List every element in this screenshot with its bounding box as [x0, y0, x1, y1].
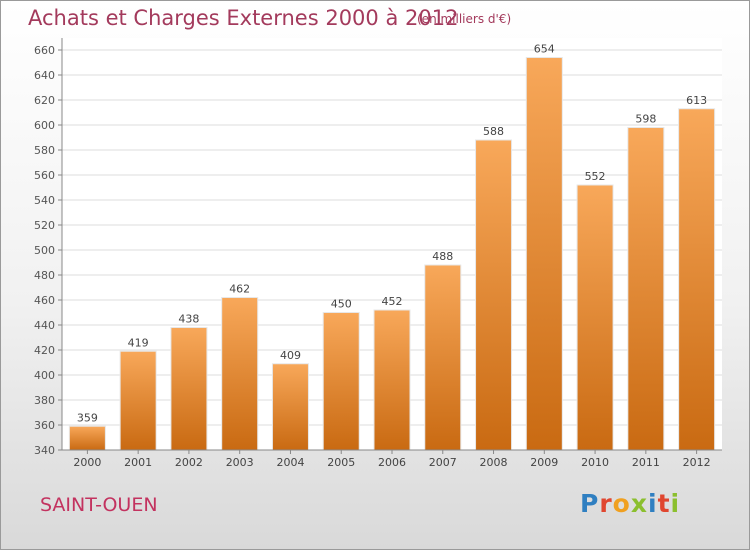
bar-2010 — [576, 184, 614, 451]
data-label-2002: 438 — [178, 313, 199, 326]
y-tick-label: 620 — [34, 94, 55, 107]
data-label-2011: 598 — [635, 113, 656, 126]
y-tick-label: 500 — [34, 244, 55, 257]
city-name: SAINT-OUEN — [40, 494, 158, 516]
bar-2001 — [119, 350, 157, 451]
x-tick-label: 2000 — [73, 456, 101, 469]
bar-2008 — [475, 139, 513, 451]
proxiti-logo: Proxiti — [580, 489, 680, 518]
y-tick-label: 440 — [34, 319, 55, 332]
x-tick-label: 2005 — [327, 456, 355, 469]
bar-2000 — [68, 425, 106, 451]
bar-2002 — [170, 327, 208, 451]
logo-letter: i — [670, 489, 681, 518]
data-label-2000: 359 — [77, 411, 98, 424]
y-tick-label: 560 — [34, 169, 55, 182]
logo-letter: x — [630, 489, 648, 518]
y-tick-label: 640 — [34, 69, 55, 82]
data-label-2008: 588 — [483, 125, 504, 138]
logo-letter: i — [648, 489, 658, 518]
y-tick-label: 660 — [34, 44, 55, 57]
x-tick-label: 2004 — [276, 456, 304, 469]
data-label-2001: 419 — [128, 336, 149, 349]
x-tick-label: 2008 — [480, 456, 508, 469]
y-tick-label: 480 — [34, 269, 55, 282]
bar-2006 — [373, 309, 411, 451]
logo-letter: r — [599, 489, 613, 518]
data-label-2010: 552 — [585, 170, 606, 183]
bar-2011 — [627, 127, 665, 451]
y-tick-label: 580 — [34, 144, 55, 157]
bar-2004 — [271, 363, 309, 451]
data-labels: 359 419 438 462 409 450 452 488 588 654 552 598 613 — [77, 43, 707, 425]
data-label-2005: 450 — [331, 298, 352, 311]
data-label-2012: 613 — [686, 94, 707, 107]
bar-2003 — [221, 297, 259, 451]
logo-letter: t — [657, 489, 671, 518]
y-tick-label: 460 — [34, 294, 55, 307]
bar-2007 — [424, 264, 462, 451]
bar-2012 — [678, 108, 716, 451]
x-tick-label: 2001 — [124, 456, 152, 469]
bars — [68, 57, 716, 451]
x-axis-ticks: 2000 2001 2002 2003 2004 2005 2006 2007 2008 2009… — [73, 450, 711, 469]
y-tick-label: 340 — [34, 444, 55, 457]
logo-letter: P — [580, 489, 600, 518]
y-tick-label: 380 — [34, 394, 55, 407]
y-tick-label: 600 — [34, 119, 55, 132]
data-label-2009: 654 — [534, 43, 555, 56]
logo-letter: o — [612, 489, 631, 518]
x-tick-label: 2003 — [226, 456, 254, 469]
y-tick-label: 520 — [34, 219, 55, 232]
data-label-2006: 452 — [382, 295, 403, 308]
data-label-2003: 462 — [229, 283, 250, 296]
x-tick-label: 2010 — [581, 456, 609, 469]
bar-2009 — [525, 57, 563, 451]
data-label-2004: 409 — [280, 349, 301, 362]
x-tick-label: 2012 — [683, 456, 711, 469]
chart-subtitle: (en milliers d'€) — [417, 12, 512, 26]
data-label-2007: 488 — [432, 250, 453, 263]
x-tick-label: 2007 — [429, 456, 457, 469]
y-axis-ticks: 340 360 380 400 420 440 460 480 500 520 540 560 580 6… — [34, 44, 62, 457]
x-tick-label: 2011 — [632, 456, 660, 469]
bar-2005 — [322, 312, 360, 451]
x-tick-label: 2009 — [530, 456, 558, 469]
chart-title: Achats et Charges Externes 2000 à 2012 — [28, 6, 459, 30]
y-tick-label: 540 — [34, 194, 55, 207]
y-tick-label: 400 — [34, 369, 55, 382]
x-tick-label: 2002 — [175, 456, 203, 469]
y-tick-label: 360 — [34, 419, 55, 432]
x-tick-label: 2006 — [378, 456, 406, 469]
y-tick-label: 420 — [34, 344, 55, 357]
